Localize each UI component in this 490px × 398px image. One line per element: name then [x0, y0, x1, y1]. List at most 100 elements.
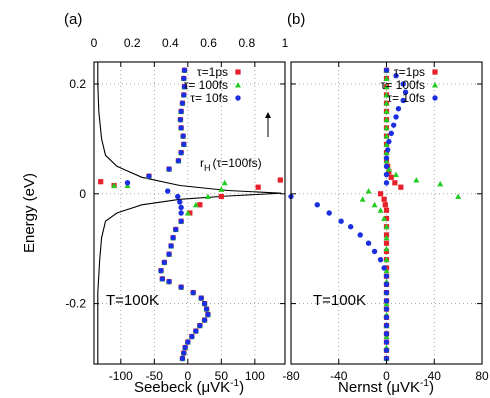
legend-label: τ= 100fs [184, 78, 228, 92]
data-point [218, 186, 225, 192]
legend-label: τ=1ps [394, 65, 425, 79]
data-point [255, 184, 261, 190]
data-point [383, 234, 390, 241]
data-point [413, 177, 420, 183]
data-point [383, 223, 390, 230]
data-point [187, 210, 193, 216]
top-axis-tick-label: 0.4 [162, 36, 179, 50]
nernst-x-title-exp: -1 [420, 378, 429, 389]
data-point [388, 174, 394, 180]
data-point [178, 125, 184, 131]
legend-label: τ= 10fs [387, 91, 425, 105]
rh-annotation: rH (τ=100fs) [200, 156, 262, 173]
panel-b-label: (b) [287, 11, 305, 28]
data-point [383, 67, 390, 73]
data-point [383, 256, 390, 263]
data-point [383, 91, 390, 98]
data-point [98, 179, 104, 185]
data-point [314, 202, 320, 208]
data-point [182, 344, 188, 351]
data-point [173, 226, 179, 233]
data-point [365, 188, 372, 194]
data-point [181, 141, 187, 148]
data-point [326, 210, 332, 216]
data-point [168, 243, 174, 249]
legend-marker [432, 95, 438, 101]
data-point [177, 199, 183, 205]
x-tick-label: 40 [428, 369, 442, 383]
data-point [383, 124, 390, 131]
x-tick-label: -80 [282, 369, 300, 383]
data-point [392, 180, 398, 186]
seebeck-x-title-close: ) [239, 379, 244, 396]
seebeck-y-ticks: -0.2 0 0.2 [65, 77, 285, 311]
data-point [365, 240, 372, 246]
data-point [383, 100, 390, 106]
data-point [221, 179, 228, 186]
rh-annotation-sub: H [204, 163, 211, 173]
legend-marker [432, 69, 438, 75]
data-point [383, 281, 390, 288]
seebeck-temperature-label: T=100K [106, 292, 159, 309]
nernst-panel: (b) -80 -40 0 40 80 Nernst (μVK-1) τ=1ps τ= 1… [282, 11, 489, 396]
seebeck-x-title-unit: VK [210, 379, 230, 396]
x-tick-label: 0 [184, 369, 191, 383]
nernst-ticks: -80 -40 0 40 80 [282, 62, 489, 383]
data-point [383, 133, 390, 139]
data-point [388, 130, 394, 137]
data-point [383, 171, 390, 178]
data-point [175, 193, 181, 200]
data-point [170, 235, 176, 241]
data-point [180, 133, 186, 139]
data-point [383, 248, 390, 255]
data-point [185, 339, 191, 345]
nernst-x-title-mu: μ [391, 379, 400, 396]
data-point [386, 169, 392, 175]
data-point [383, 116, 390, 123]
nernst-x-axis-title: Nernst (μVK-1) [338, 378, 434, 396]
data-point [377, 207, 384, 213]
rh-annotation-r: r [200, 156, 204, 170]
nernst-x-title-main: Nernst ( [338, 379, 391, 396]
seebeck-x-axis-title: Seebeck (μVK-1) [134, 378, 244, 396]
data-point [146, 173, 152, 179]
data-point [178, 210, 184, 216]
data-point [383, 215, 390, 222]
data-point [383, 355, 390, 362]
data-point [124, 180, 131, 186]
data-point [455, 193, 462, 200]
data-point [201, 317, 208, 323]
data-point [359, 196, 366, 202]
legend-marker [432, 82, 438, 88]
rh-curve [97, 62, 282, 364]
data-point [386, 138, 392, 145]
x-tick-label: -50 [146, 369, 164, 383]
legend-marker [235, 82, 241, 88]
top-axis-tick-label: 0.2 [124, 36, 141, 50]
seebeck-plot-frame [93, 61, 286, 365]
legend-marker [235, 95, 241, 101]
data-point [393, 114, 399, 120]
data-point [393, 73, 399, 79]
data-point [383, 149, 390, 156]
seebeck-ticks: -100 -50 0 50 100 [109, 62, 265, 383]
seebeck-panel: (a) -100 -50 0 50 100 0 0.2 0.4 0.6 0.8 1 -0.2 0 0.… [21, 11, 289, 396]
data-point [184, 210, 191, 216]
data-point [159, 276, 166, 282]
data-point [190, 289, 196, 296]
data-point [377, 191, 384, 197]
data-point [371, 201, 378, 208]
data-point [393, 171, 400, 178]
data-point [383, 163, 390, 170]
nernst-markers [288, 67, 462, 362]
top-axis-tick-label: 0.6 [200, 36, 217, 50]
data-point [381, 265, 387, 271]
data-point [400, 97, 406, 104]
legend-marker [235, 69, 241, 75]
x-tick-label: 100 [245, 369, 265, 383]
data-point [166, 166, 172, 172]
data-point [383, 155, 390, 161]
nernst-x-title-close: ) [429, 379, 434, 396]
